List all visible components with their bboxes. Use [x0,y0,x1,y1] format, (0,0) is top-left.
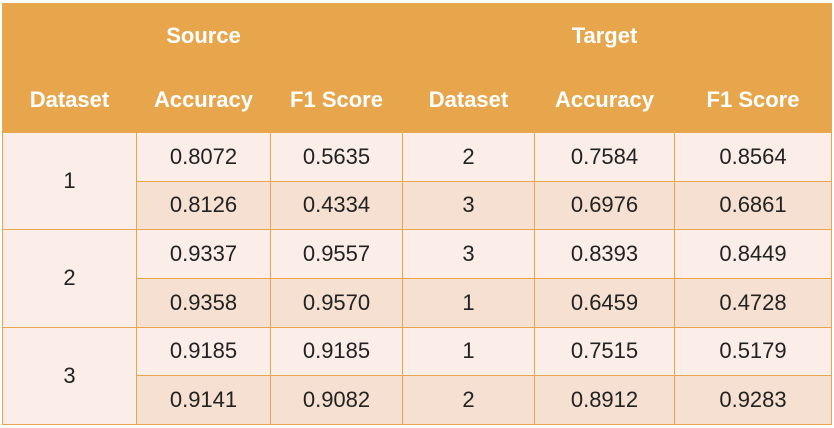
target-f1-cell: 0.9283 [674,375,832,425]
col-header-target-accuracy: Accuracy [534,67,675,133]
table-row: 2 0.9337 0.9557 3 0.8393 0.8449 [2,229,832,328]
source-accuracy-cell: 0.8126 [136,180,271,231]
group-header-row: Source Target [2,3,832,68]
target-accuracy-cell: 0.7515 [534,326,675,377]
group-header-source: Source [136,3,271,68]
results-table: Source Target Dataset Accuracy F1 Score … [2,3,832,426]
table-row: 0.9141 0.9082 2 0.8912 0.9283 [3,375,832,425]
target-accuracy-cell: 0.7584 [534,132,675,182]
target-dataset-cell: 2 [402,375,535,425]
group-header-spacer [402,3,535,68]
target-f1-cell: 0.8449 [674,229,832,279]
target-accuracy-cell: 0.6459 [534,277,675,328]
target-accuracy-cell: 0.6976 [534,180,675,231]
group-header-spacer [270,3,403,68]
source-dataset-cell: 1 [2,131,137,231]
target-dataset-cell: 1 [402,326,535,377]
target-accuracy-cell: 0.8912 [534,375,675,425]
source-accuracy-cell: 0.9141 [136,375,271,425]
table-row: 1 0.8072 0.5635 2 0.7584 0.8564 [2,131,832,231]
source-dataset-cell: 2 [2,229,137,328]
group-header-target: Target [534,3,675,68]
target-accuracy-cell: 0.8393 [534,229,675,279]
group-header-spacer [674,3,832,68]
source-f1-cell: 0.5635 [270,132,403,182]
column-header-row: Dataset Accuracy F1 Score Dataset Accura… [2,67,832,133]
source-accuracy-cell: 0.8072 [136,132,271,182]
target-f1-cell: 0.8564 [674,132,832,182]
table-row: 0.8126 0.4334 3 0.6976 0.6861 [3,180,832,231]
target-dataset-cell: 3 [402,180,535,231]
col-header-target-f1: F1 Score [674,67,832,133]
source-accuracy-cell: 0.9358 [136,277,271,328]
source-f1-cell: 0.9082 [270,375,403,425]
col-header-target-dataset: Dataset [402,67,535,133]
table-row: 0.9358 0.9570 1 0.6459 0.4728 [3,277,832,328]
col-header-source-accuracy: Accuracy [136,67,271,133]
target-dataset-cell: 3 [402,229,535,279]
source-accuracy-cell: 0.9185 [136,326,271,377]
source-f1-cell: 0.9185 [270,326,403,377]
col-header-source-f1: F1 Score [270,67,403,133]
group-header-spacer [2,3,137,68]
col-header-source-dataset: Dataset [2,67,137,133]
source-f1-cell: 0.9570 [270,277,403,328]
table-row: 3 0.9185 0.9185 1 0.7515 0.5179 [2,326,832,426]
source-accuracy-cell: 0.9337 [136,229,271,279]
source-f1-cell: 0.9557 [270,229,403,279]
target-dataset-cell: 2 [402,132,535,182]
target-f1-cell: 0.5179 [674,326,832,377]
target-f1-cell: 0.6861 [674,180,832,231]
target-f1-cell: 0.4728 [674,277,832,328]
target-dataset-cell: 1 [402,277,535,328]
source-f1-cell: 0.4334 [270,180,403,231]
source-dataset-cell: 3 [2,326,137,426]
table-body: 1 0.8072 0.5635 2 0.7584 0.8564 0.8126 0… [2,131,832,426]
